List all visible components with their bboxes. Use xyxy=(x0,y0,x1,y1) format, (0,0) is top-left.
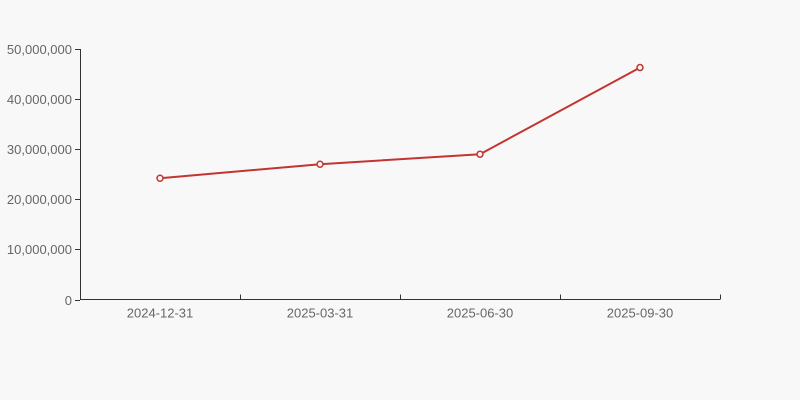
y-tick-label: 50,000,000 xyxy=(7,42,72,57)
x-tick-label: 2025-06-30 xyxy=(447,306,514,321)
data-point-marker[interactable] xyxy=(476,150,484,158)
y-tick-label: 0 xyxy=(65,293,72,308)
series-line xyxy=(159,66,641,180)
data-point-marker[interactable] xyxy=(316,160,324,168)
data-point-marker[interactable] xyxy=(636,63,644,72)
x-tick-label: 2024-12-31 xyxy=(127,306,194,321)
y-tick-label: 20,000,000 xyxy=(7,192,72,207)
y-tick-label: 30,000,000 xyxy=(7,142,72,157)
x-tick-label: 2025-03-31 xyxy=(287,306,354,321)
y-tick-label: 40,000,000 xyxy=(7,92,72,107)
x-tick-label: 2025-09-30 xyxy=(607,306,674,321)
y-tick-label: 10,000,000 xyxy=(7,242,72,257)
data-point-marker[interactable] xyxy=(156,174,164,183)
